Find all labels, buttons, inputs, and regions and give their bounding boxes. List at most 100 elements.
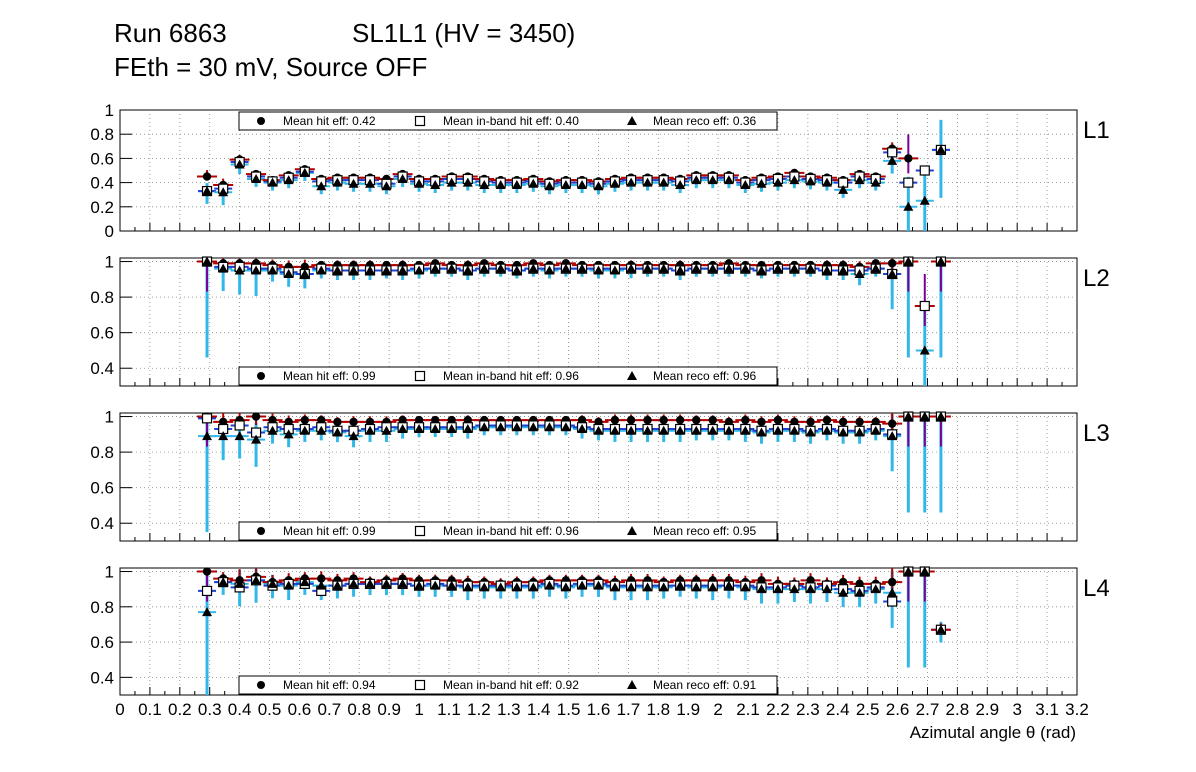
- reco-eff-marker: [935, 144, 946, 154]
- legend-inband-marker: [414, 115, 426, 127]
- reco-eff-marker: [218, 263, 229, 273]
- hit-eff-marker: [855, 417, 864, 427]
- reco-eff-marker: [642, 425, 653, 435]
- reco-eff-marker: [365, 425, 376, 435]
- reco-eff-marker: [577, 580, 588, 590]
- reco-eff-marker: [332, 427, 343, 437]
- reco-eff-marker: [870, 177, 881, 187]
- reco-eff-marker: [528, 178, 539, 188]
- reco-eff-marker: [316, 181, 327, 191]
- reco-eff-marker: [430, 424, 441, 433]
- reco-eff-marker: [838, 184, 849, 194]
- x-tick-label: 2.6: [886, 700, 910, 719]
- y-tick-label: 0.8: [90, 443, 114, 462]
- reco-eff-marker: [675, 265, 686, 275]
- reco-eff-marker: [789, 175, 800, 185]
- x-tick-label: 0.5: [258, 700, 282, 719]
- reco-eff-marker: [234, 159, 245, 169]
- reco-eff-marker: [495, 180, 506, 190]
- hit-eff-marker: [202, 172, 212, 181]
- reco-eff-marker: [316, 580, 327, 590]
- reco-eff-marker: [642, 177, 653, 187]
- hit-eff-marker: [887, 419, 897, 428]
- reco-eff-marker: [267, 578, 278, 588]
- reco-eff-marker: [870, 425, 881, 435]
- reco-eff-marker: [495, 582, 506, 592]
- reco-eff-marker: [935, 256, 946, 266]
- reco-eff-marker: [642, 582, 653, 592]
- y-tick-label: 1: [105, 408, 114, 427]
- reco-eff-marker: [446, 263, 457, 273]
- panel-l3: [119, 411, 1078, 542]
- x-tick-label: 1.9: [676, 700, 700, 719]
- x-axis-title: Azimutal angle θ (rad): [910, 723, 1076, 742]
- x-tick-label: 1.3: [497, 700, 521, 719]
- reco-eff-marker: [658, 582, 669, 592]
- reco-eff-marker: [544, 265, 555, 275]
- x-tick-label: 0.1: [138, 700, 162, 719]
- reco-eff-marker: [462, 265, 473, 275]
- reco-eff-marker: [397, 173, 408, 183]
- x-tick-label: 1.6: [587, 700, 611, 719]
- reco-eff-marker: [218, 187, 229, 197]
- x-tick-label: 0.9: [377, 700, 401, 719]
- reco-eff-marker: [234, 431, 245, 441]
- reco-eff-marker: [560, 180, 571, 190]
- x-tick-label: 2.4: [826, 700, 850, 719]
- hit-eff-marker: [904, 154, 913, 163]
- reco-eff-marker: [381, 265, 392, 275]
- reco-eff-marker: [887, 587, 898, 597]
- y-tick-label: 0.2: [90, 198, 114, 217]
- reco-eff-marker: [267, 177, 278, 187]
- legend-entry: Mean hit eff: 0.42: [283, 114, 376, 128]
- x-tick-label: 0.8: [347, 700, 371, 719]
- y-tick-label: 0.6: [90, 149, 114, 168]
- reco-eff-marker: [707, 582, 718, 592]
- reco-eff-marker: [430, 180, 441, 190]
- reco-eff-marker: [740, 425, 751, 435]
- reco-eff-marker: [381, 181, 392, 191]
- reco-eff-marker: [821, 425, 832, 435]
- x-tick-label: 2.2: [766, 700, 790, 719]
- reco-eff-marker: [887, 269, 898, 278]
- reco-eff-marker: [544, 422, 555, 432]
- y-tick-label: 0.6: [90, 633, 114, 652]
- y-tick-label: 1: [105, 101, 114, 120]
- hit-eff-marker: [887, 577, 897, 587]
- reco-eff-marker: [935, 411, 946, 421]
- panel-l2: [119, 256, 1078, 387]
- legend-inband-marker: [414, 370, 426, 382]
- reco-eff-marker: [348, 578, 359, 588]
- reco-eff-marker: [397, 578, 408, 588]
- x-tick-label: 2.1: [736, 700, 760, 719]
- legend-entry: Mean reco eff: 0.91: [653, 678, 757, 692]
- reco-eff-marker: [756, 427, 767, 437]
- x-tick-label: 1: [414, 700, 423, 719]
- y-tick-label: 0.6: [90, 324, 114, 343]
- reco-eff-marker: [511, 582, 522, 592]
- reco-eff-marker: [789, 584, 800, 594]
- reco-eff-marker: [234, 578, 245, 588]
- inband-eff-marker: [903, 177, 914, 188]
- hit-eff-marker: [659, 415, 668, 425]
- reco-eff-marker: [675, 180, 686, 190]
- reco-eff-marker: [283, 175, 294, 185]
- x-tick-label: 2: [713, 700, 722, 719]
- x-tick-label: 2.3: [796, 700, 820, 719]
- hit-eff-marker: [300, 415, 310, 425]
- reco-eff-marker: [838, 587, 849, 597]
- reco-eff-marker: [642, 263, 653, 273]
- reco-eff-marker: [299, 577, 310, 587]
- reco-eff-marker: [365, 578, 376, 588]
- x-tick-label: 1.8: [646, 700, 670, 719]
- reco-eff-marker: [903, 411, 914, 421]
- reco-eff-marker: [935, 624, 946, 634]
- reco-eff-marker: [772, 584, 783, 594]
- reco-eff-marker: [479, 422, 490, 432]
- inband-eff-marker: [887, 147, 898, 158]
- x-tick-label: 1.1: [437, 700, 461, 719]
- legend-entry: Mean in-band hit eff: 0.92: [443, 678, 579, 692]
- reco-eff-marker: [414, 424, 425, 433]
- reco-eff-marker: [381, 578, 392, 588]
- reco-eff-marker: [870, 584, 881, 594]
